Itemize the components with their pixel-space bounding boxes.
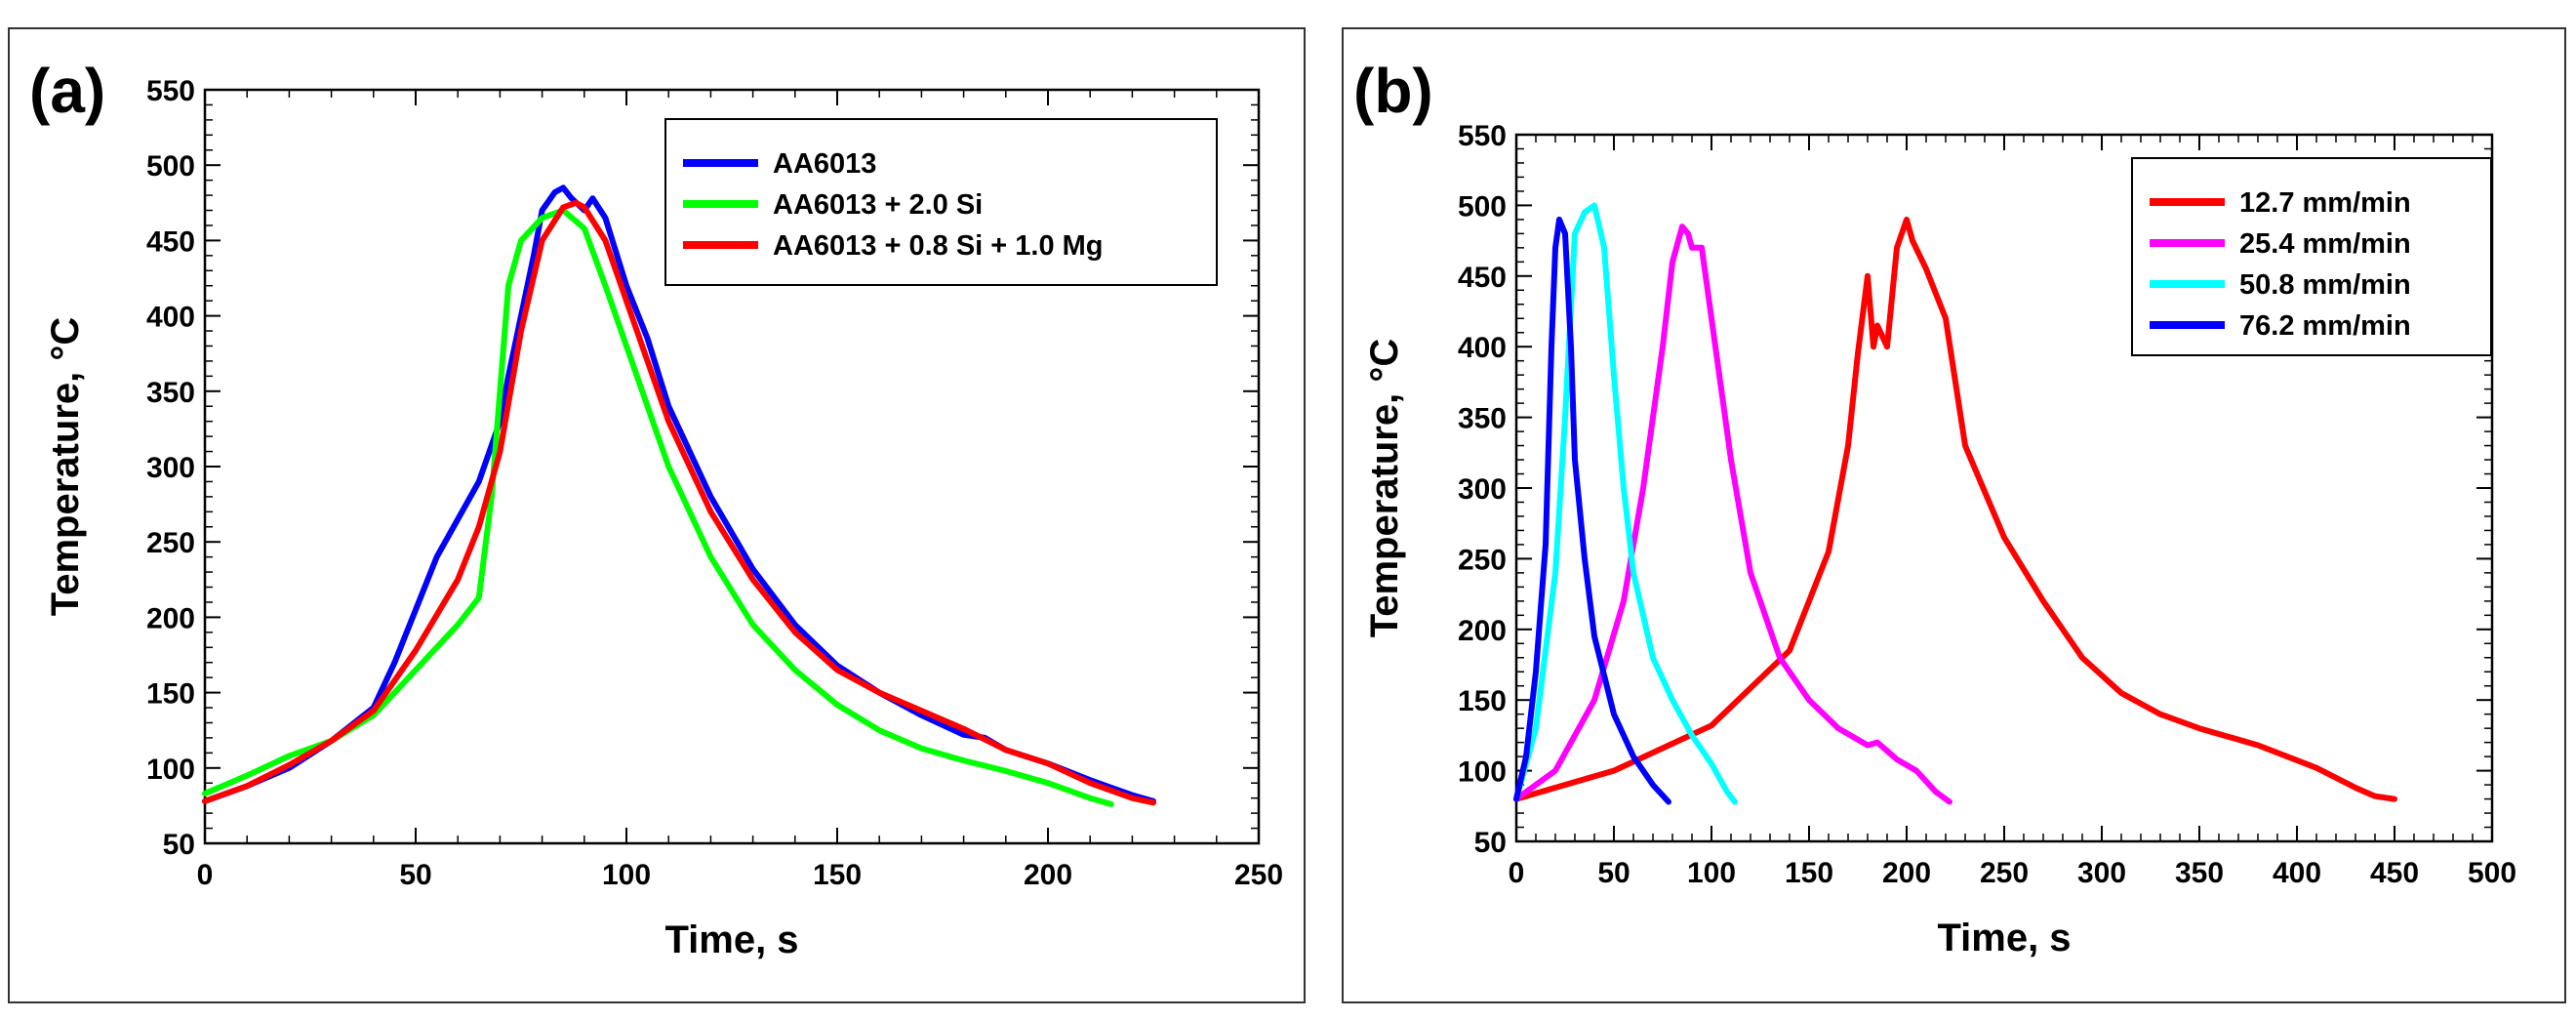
x-tick-label: 100 (602, 859, 651, 891)
x-tick-label: 200 (1882, 857, 1931, 889)
legend-label-2: AA6013 + 0.8 Si + 1.0 Mg (773, 230, 1104, 262)
x-tick-label: 350 (2175, 857, 2224, 889)
series-line-1 (202, 207, 1114, 807)
x-tick-label: 200 (1024, 859, 1072, 891)
y-tick-label: 500 (1458, 190, 1507, 223)
series-line-0 (1513, 216, 2397, 802)
y-tick-label: 50 (1474, 827, 1507, 859)
x-tick-label: 300 (2077, 857, 2126, 889)
x-tick-label: 50 (1597, 857, 1630, 889)
x-tick-label: 150 (813, 859, 862, 891)
legend: 12.7 mm/min 25.4 mm/min 50.8 mm/min 76.2 mm… (2131, 157, 2492, 356)
y-tick-label: 250 (146, 527, 195, 559)
y-tick-label: 50 (163, 829, 195, 861)
y-tick-label: 100 (1458, 756, 1507, 789)
series-line-2 (202, 199, 1156, 806)
y-tick-label: 300 (146, 452, 195, 484)
panel-label: (a) (29, 56, 105, 126)
x-tick-label: 0 (1509, 857, 1525, 889)
chart-panel-a: (a) 0 50 100 150 200 250 50 100 150 200 250 300 350 40… (8, 27, 1306, 1003)
y-tick-label: 450 (146, 225, 195, 258)
legend-label-1: AA6013 + 2.0 Si (773, 189, 983, 221)
legend: AA6013 AA6013 + 2.0 Si AA6013 + 0.8 Si + 1… (664, 118, 1218, 286)
chart-a-svg: (a)0 50 100 150 200 2505010015020025030035040… (29, 56, 1283, 961)
y-tick-label: 400 (146, 302, 195, 334)
y-tick-label: 350 (1458, 403, 1507, 435)
x-tick-label: 250 (1234, 859, 1283, 891)
series-line-1 (1513, 224, 1952, 805)
y-tick-label: 150 (1458, 685, 1507, 717)
y-tick-label: 200 (146, 602, 195, 634)
chart-panel-b: (b) 0 50 100 150 200 250 300 350 400 450 500 50 100 15… (1342, 27, 2566, 1003)
x-tick-label: 50 (399, 859, 431, 891)
x-axis-title: Time, s (1937, 917, 2071, 959)
x-tick-label: 150 (1785, 857, 1833, 889)
legend-label-0: 12.7 mm/min (2239, 187, 2411, 219)
y-tick-label: 450 (1458, 262, 1507, 294)
x-axis-title: Time, s (664, 918, 798, 961)
y-tick-label: 250 (1458, 544, 1507, 576)
series-line-2 (1513, 202, 1738, 805)
legend-label-3: 76.2 mm/min (2239, 310, 2411, 342)
y-tick-label: 150 (146, 678, 195, 711)
x-tick-label: 100 (1687, 857, 1736, 889)
legend-label-1: 25.4 mm/min (2239, 228, 2411, 260)
y-tick-label: 200 (1458, 615, 1507, 647)
y-tick-label: 350 (146, 377, 195, 409)
series-line-3 (1513, 216, 1671, 805)
chart-b-svg: (b)0 50 100 150 200 250 300 350 400 450 5005010015… (1353, 56, 2516, 959)
y-tick-label: 550 (146, 75, 195, 107)
x-tick-label: 450 (2370, 857, 2419, 889)
x-tick-label: 500 (2468, 857, 2516, 889)
y-axis-title: Temperature, °C (1363, 339, 1406, 637)
y-tick-label: 400 (1458, 332, 1507, 364)
x-tick-label: 250 (1980, 857, 2029, 889)
y-tick-label: 550 (1458, 120, 1507, 152)
panel-label: (b) (1353, 56, 1433, 126)
legend-label-2: 50.8 mm/min (2239, 269, 2411, 301)
y-axis-title: Temperature, °C (44, 317, 87, 616)
y-tick-label: 100 (146, 754, 195, 786)
y-tick-label: 300 (1458, 473, 1507, 506)
x-tick-label: 0 (197, 859, 214, 891)
x-tick-label: 400 (2273, 857, 2321, 889)
y-tick-label: 500 (146, 150, 195, 183)
legend-label-0: AA6013 (773, 148, 876, 180)
